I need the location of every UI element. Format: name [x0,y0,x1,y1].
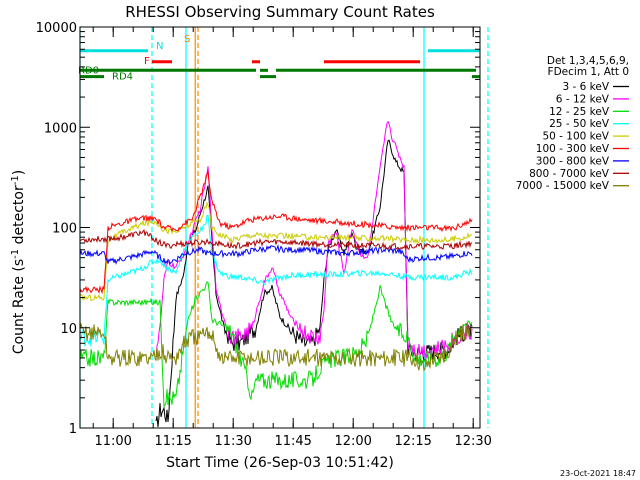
y-tick-label: 100 [52,222,77,237]
legend-entry-label: 6 - 12 keV [556,93,610,105]
x-tick-label: 12:30 [454,434,491,449]
timestamp: 23-Oct-2021 18:47 [560,469,636,478]
series-line [80,229,472,251]
legend-entry-label: 25 - 50 keV [549,118,610,130]
legend-entry-label: 300 - 800 keV [536,155,610,167]
y-tick-label: 10000 [36,21,77,36]
legend-entry-label: 12 - 25 keV [549,106,610,118]
x-axis-label: Start Time (26-Sep-03 10:51:42) [166,455,394,471]
x-tick-label: 11:15 [154,434,191,449]
legend-entry-label: 100 - 300 keV [536,143,610,155]
flag-label: S [184,34,190,45]
y-tick-label: 10 [60,322,77,337]
legend-entry-label: 50 - 100 keV [542,131,609,143]
x-tick-label: 11:00 [94,434,131,449]
x-tick-label: 11:30 [214,434,251,449]
legend-entry-label: 800 - 7000 keV [529,168,610,180]
series-line [79,170,473,295]
legend-header-line: FDecim 1, Att 0 [548,66,629,78]
series-line [79,214,473,347]
legend-entry-label: 7000 - 15000 keV [516,180,610,192]
y-tick-label: 1000 [44,121,77,136]
y-axis-label: Count Rate (s-1 detector-1) [10,170,27,354]
flag-label: RD0 [78,65,99,76]
series-line [79,243,473,266]
legend: Det 1,3,4,5,6,9,FDecim 1, Att 0 3 - 6 keV… [516,55,629,192]
series-line [79,201,473,302]
chart-title: RHESSI Observing Summary Count Rates [125,3,435,21]
x-tick-label: 12:15 [394,434,431,449]
flag-label: N [156,41,163,52]
series-line [79,281,473,408]
flag-label: F [144,56,150,67]
y-tick-label: 1 [69,422,77,437]
legend-header-line: Det 1,3,4,5,6,9, [547,55,629,67]
series-line [79,322,473,372]
plot-area: N S F RD0 RD4 1 10 100 1000 10000 11:00 11:15 11:30 1… [36,21,492,449]
x-tick-label: 12:00 [334,434,371,449]
legend-entry-label: 3 - 6 keV [562,81,609,93]
x-tick-label: 11:45 [274,434,311,449]
flag-label: RD4 [112,72,133,83]
